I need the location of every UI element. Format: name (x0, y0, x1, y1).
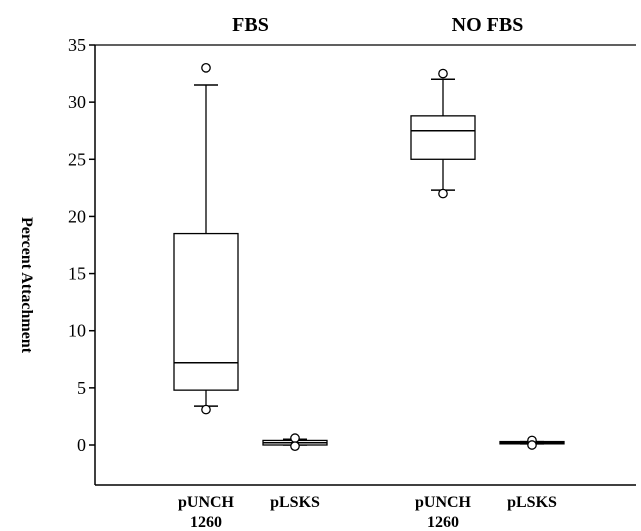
box-0 (173, 63, 239, 415)
outlier-point (290, 441, 300, 451)
outlier-point (527, 440, 537, 450)
iqr-box (173, 232, 239, 391)
outlier-point (290, 433, 300, 443)
boxes (173, 63, 565, 451)
category-label: pLSKS (270, 494, 320, 511)
outlier-point (201, 63, 211, 73)
box-1 (262, 433, 328, 451)
y-tick-label: 25 (68, 149, 86, 169)
category-label: pLSKS (507, 494, 557, 511)
box-3 (499, 435, 565, 450)
axes: 0 5 10 15 20 25 30 35 (68, 35, 636, 486)
category-label: 1260 (427, 514, 459, 531)
y-axis-title: Percent Attachment (18, 217, 35, 354)
y-tick-label: 15 (68, 264, 86, 284)
y-tick-label: 5 (77, 378, 86, 398)
outlier-point (201, 404, 211, 415)
y-tick-label: 35 (68, 35, 86, 55)
y-tick-label: 20 (68, 206, 86, 226)
group-label: FBS (232, 14, 269, 36)
iqr-box (410, 115, 476, 160)
y-tick-label: 0 (77, 435, 86, 455)
y-tick-label: 10 (68, 321, 86, 341)
box-2 (410, 68, 476, 199)
category-label: pUNCH (415, 494, 472, 511)
group-label: NO FBS (452, 14, 524, 36)
category-label: pUNCH (178, 494, 235, 511)
outlier-point (438, 188, 448, 199)
outlier-point (438, 68, 448, 79)
labels: Percent Attachment FBS NO FBS pUNCH 1260 pLSK… (18, 14, 557, 531)
y-tick-label: 30 (68, 92, 86, 112)
category-label: 1260 (190, 514, 222, 531)
